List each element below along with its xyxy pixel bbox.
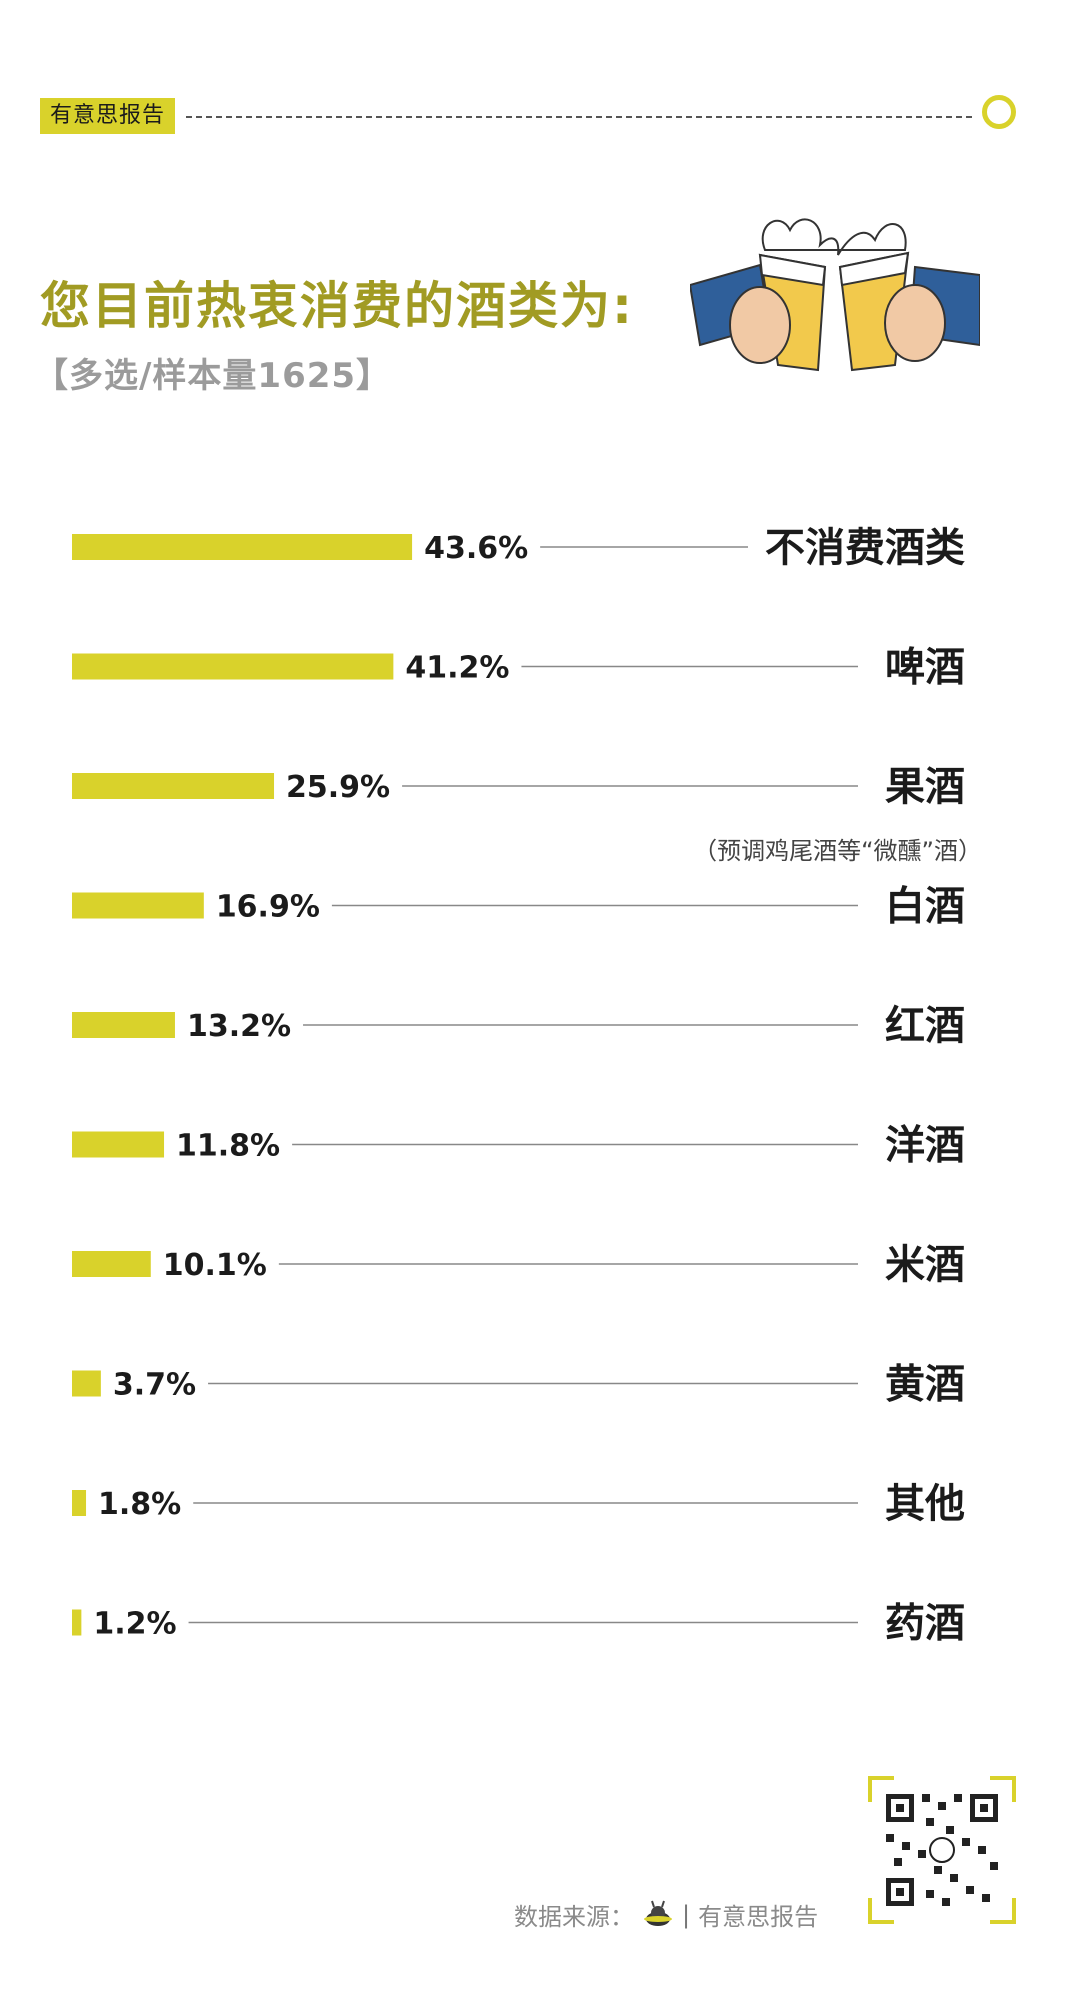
value-label: 10.1% bbox=[163, 1248, 267, 1283]
value-label: 25.9% bbox=[286, 770, 390, 805]
value-label: 1.2% bbox=[93, 1607, 176, 1642]
category-label: 果酒 bbox=[885, 764, 965, 810]
bar bbox=[72, 653, 394, 680]
value-label: 1.8% bbox=[98, 1487, 181, 1522]
source-separator: | bbox=[682, 1900, 691, 1929]
category-label: 洋酒 bbox=[885, 1123, 965, 1169]
value-label: 11.8% bbox=[176, 1129, 280, 1164]
bar bbox=[72, 892, 204, 919]
category-label: 啤酒 bbox=[885, 645, 965, 691]
bar bbox=[72, 1251, 151, 1277]
category-label: 红酒 bbox=[885, 1003, 965, 1049]
bar bbox=[72, 1490, 87, 1516]
value-label: 43.6% bbox=[424, 531, 528, 566]
qr-code-icon[interactable] bbox=[868, 1776, 1016, 1924]
category-label: 白酒 bbox=[885, 884, 965, 930]
category-label: 不消费酒类 bbox=[765, 525, 965, 571]
value-label: 3.7% bbox=[113, 1368, 196, 1403]
category-label: 药酒 bbox=[885, 1601, 965, 1647]
value-label: 13.2% bbox=[187, 1009, 291, 1044]
category-label: 米酒 bbox=[885, 1242, 965, 1288]
data-source: 数据来源： | 有意思报告 bbox=[514, 1897, 818, 1932]
bar bbox=[72, 534, 413, 560]
bar bbox=[72, 1370, 101, 1397]
brand-tag: 有意思报告 bbox=[40, 98, 176, 134]
category-label: 其他 bbox=[885, 1481, 965, 1527]
circle-icon bbox=[982, 95, 1016, 129]
bar bbox=[72, 1012, 175, 1038]
header-divider bbox=[186, 116, 972, 118]
cheers-beer-icon bbox=[690, 218, 980, 372]
value-label: 16.9% bbox=[216, 890, 320, 925]
source-name: 有意思报告 bbox=[698, 1903, 819, 1931]
category-label: 黄酒 bbox=[885, 1362, 965, 1408]
value-label: 41.2% bbox=[405, 651, 509, 686]
bar bbox=[72, 1131, 165, 1158]
alien-logo-icon bbox=[644, 1900, 672, 1926]
bar bbox=[72, 773, 275, 799]
bar bbox=[72, 1609, 82, 1636]
chart-title: 您目前热衷消费的酒类为: bbox=[40, 277, 634, 335]
chart-subtitle: 【多选/样本量1625】 bbox=[34, 356, 392, 396]
category-note: （预调鸡尾酒等“微醺”酒） bbox=[693, 837, 982, 865]
source-label: 数据来源： bbox=[514, 1903, 634, 1931]
